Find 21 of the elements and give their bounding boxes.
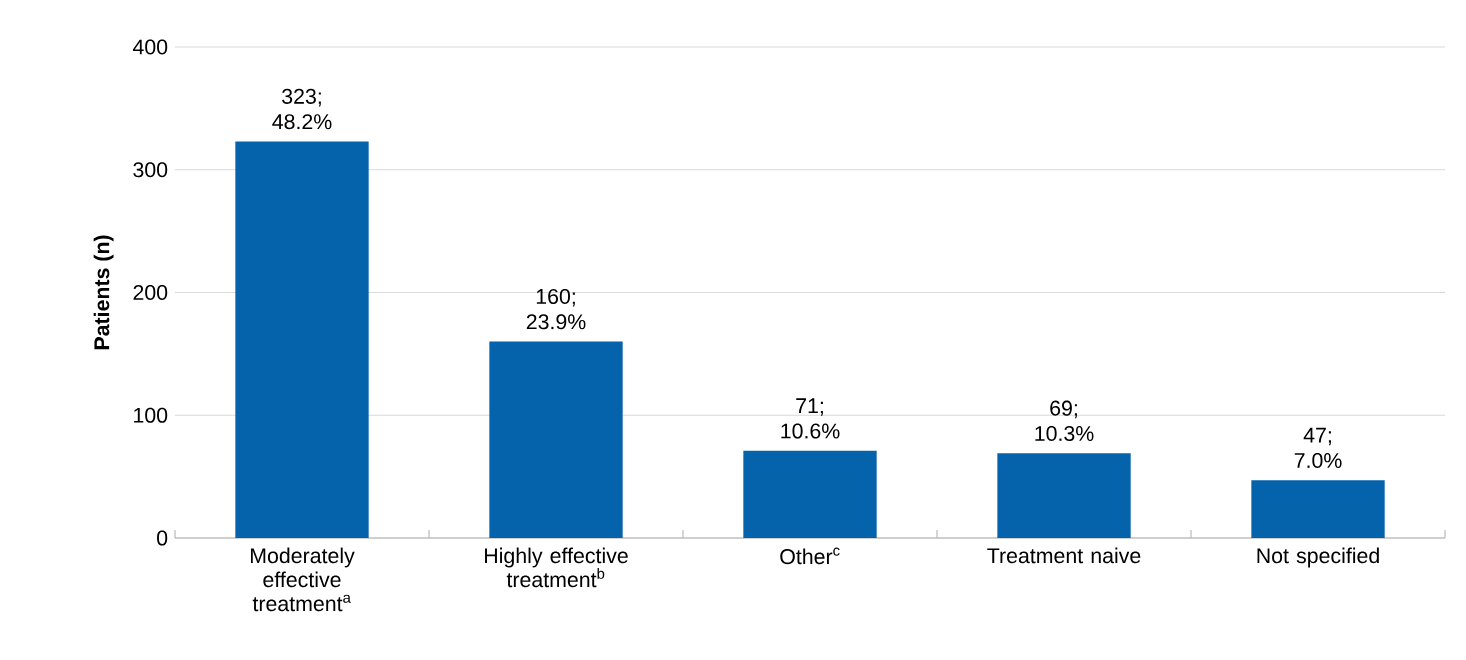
bar — [743, 450, 877, 538]
bar — [1251, 480, 1385, 538]
y-axis-title: Patients (n) — [93, 235, 114, 350]
y-tick-label: 0 — [157, 530, 168, 546]
y-tick-label: 300 — [133, 162, 168, 178]
x-tick-label: Moderately effective treatment$^{a}$ — [250, 547, 355, 612]
x-tick-label: Highly effective treatment$^{b}$ — [485, 547, 628, 588]
x-tick-label: Treatment naive — [987, 547, 1141, 564]
data-label: 69; 10.3% — [1035, 400, 1094, 442]
data-label: 160; 23.9% — [526, 288, 586, 330]
bar — [489, 341, 623, 538]
x-tick-label: Other$^{c}$ — [780, 547, 840, 565]
y-tick-label: 100 — [134, 407, 168, 423]
y-tick-label: 200 — [133, 284, 168, 301]
x-tick-label: Not specified — [1257, 547, 1379, 568]
data-label: 71; 10.6% — [781, 398, 840, 439]
data-label: 323; 48.2% — [272, 88, 332, 130]
data-label: 47; 7.0% — [1294, 427, 1342, 469]
bar — [235, 141, 369, 538]
bar — [997, 453, 1131, 538]
y-tick-label: 400 — [132, 39, 168, 55]
